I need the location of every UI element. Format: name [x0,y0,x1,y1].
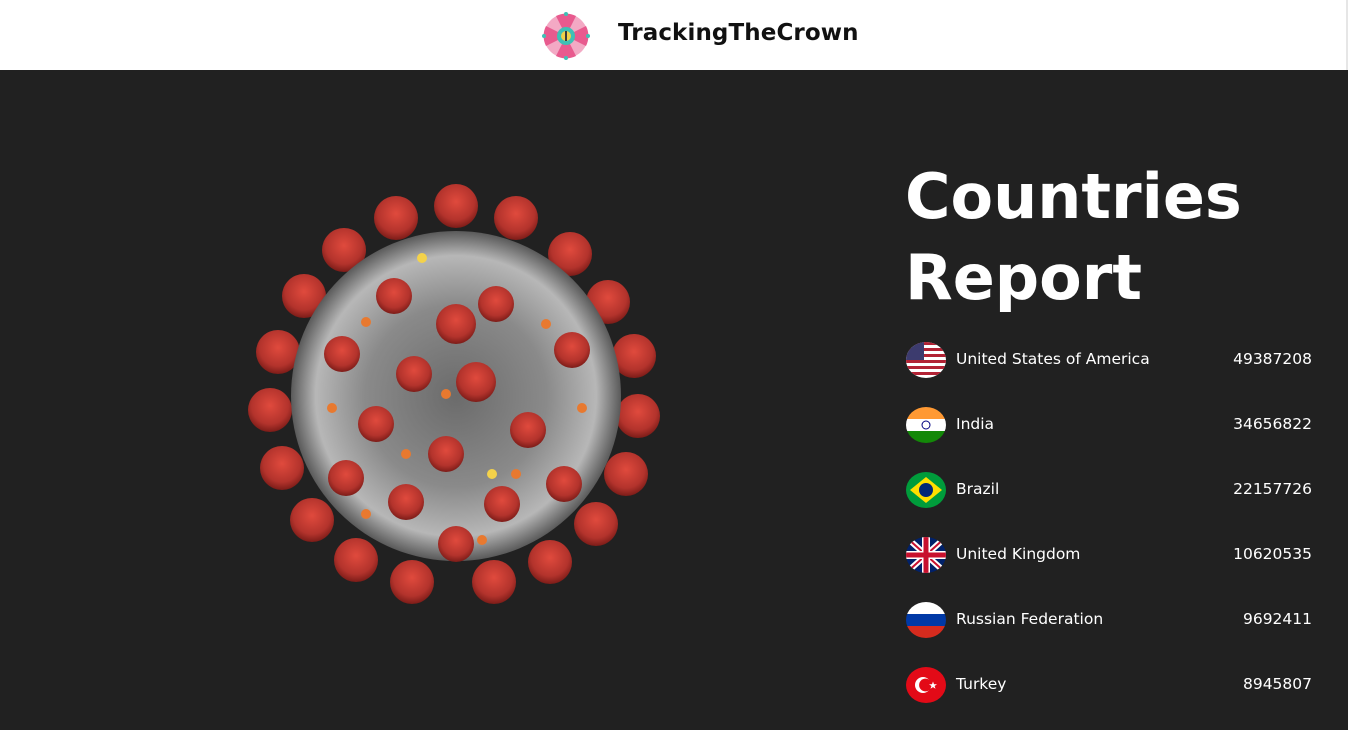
country-row-brazil[interactable]: Brazil 22157726 [905,470,1315,535]
uk-flag-icon [906,537,946,573]
country-cases: 34656822 [1233,415,1312,433]
country-row-russia[interactable]: Russian Federation 9692411 [905,600,1315,665]
country-name: India [956,415,995,433]
country-row-turkey[interactable]: Turkey 8945807 [905,665,1315,730]
country-cases: 10620535 [1233,545,1312,563]
country-cases: 8945807 [1242,675,1312,693]
country-name: Russian Federation [956,610,1104,628]
page-title: Countries Report [905,156,1325,318]
country-row-usa[interactable]: United States of America 49387208 [905,340,1315,405]
country-name: United Kingdom [956,545,1081,563]
country-list: United States of America 49387208 India … [905,340,1315,730]
country-row-uk[interactable]: United Kingdom 10620535 [905,535,1315,600]
usa-flag-icon [906,342,946,378]
country-cases: 49387208 [1233,350,1312,368]
logo-icon[interactable] [542,12,590,60]
country-name: Turkey [956,675,1007,693]
country-cases: 22157726 [1233,480,1312,498]
main-content: Countries Report [0,70,1348,703]
top-header: TrackingTheCrown [0,0,1348,70]
india-flag-icon [906,407,946,443]
brazil-flag-icon [906,472,946,508]
country-name: United States of America [956,350,1150,368]
title-line-2: Report [905,241,1142,314]
title-line-1: Countries [905,160,1242,233]
country-cases: 9692411 [1242,610,1312,628]
coronavirus-illustration [246,184,666,604]
brand-name[interactable]: TrackingTheCrown [618,20,859,46]
russia-flag-icon [906,602,946,638]
turkey-flag-icon [906,667,946,703]
country-name: Brazil [956,480,1000,498]
country-row-india[interactable]: India 34656822 [905,405,1315,470]
